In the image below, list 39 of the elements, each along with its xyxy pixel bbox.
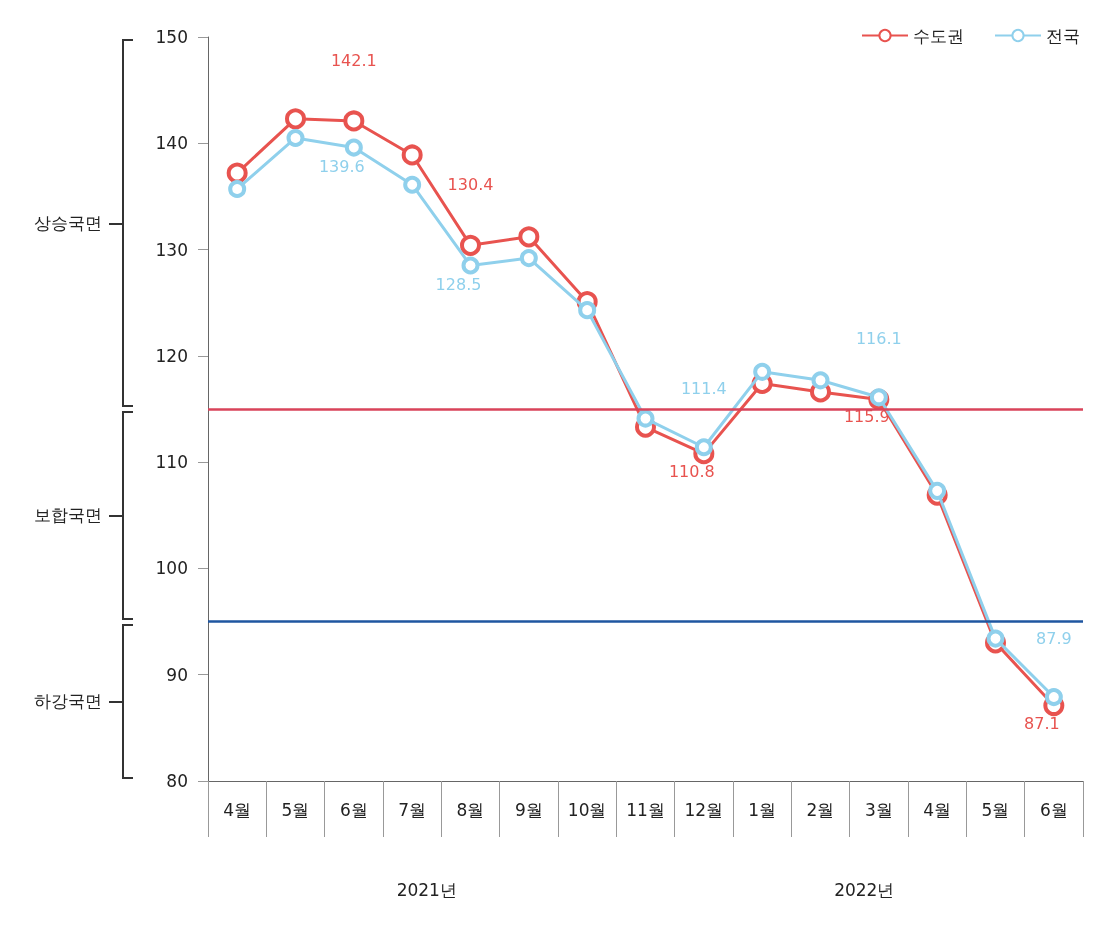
text: 2021년 xyxy=(396,880,457,900)
y-tick-label: 90 xyxy=(166,664,188,685)
y-tick-label: 80 xyxy=(166,771,188,791)
data-label: 130.4 xyxy=(447,175,494,195)
legend-label: 수도권 xyxy=(913,25,964,46)
x-tick-label: 10월 xyxy=(567,799,607,820)
data-label: 87.9 xyxy=(1036,628,1072,648)
y-tick-label: 150 xyxy=(155,27,188,47)
y-tick-label: 100 xyxy=(155,558,188,579)
data-label: 128.5 xyxy=(435,275,482,295)
text: 상승국면 xyxy=(34,212,102,234)
x-tick-label: 1월 xyxy=(748,799,777,820)
x-tick-label: 6월 xyxy=(1039,799,1068,820)
data-label: 111.4 xyxy=(680,378,727,398)
data-label: 139.6 xyxy=(318,157,365,177)
data-label: 110.8 xyxy=(668,461,715,481)
y-tick-label: 120 xyxy=(155,345,188,366)
x-tick-label: 5월 xyxy=(981,799,1010,820)
x-tick-label: 4월 xyxy=(223,799,252,820)
x-tick-label: 5월 xyxy=(281,799,310,820)
y-tick-label: 110 xyxy=(155,452,188,473)
x-tick-label: 2월 xyxy=(806,799,835,820)
x-tick-label: 11월 xyxy=(626,799,665,820)
text: 하강국면 xyxy=(34,690,102,713)
x-tick-label: 8월 xyxy=(456,799,485,820)
text: 2022년 xyxy=(834,880,895,900)
y-tick-label: 130 xyxy=(155,239,188,260)
legend-label: 전국 xyxy=(1046,25,1080,46)
x-tick-label: 7월 xyxy=(398,799,427,820)
x-tick-label: 12월 xyxy=(684,799,724,820)
data-label: 116.1 xyxy=(855,328,902,348)
text: 보합국면 xyxy=(34,504,102,527)
data-label: 142.1 xyxy=(330,50,377,70)
x-tick-label: 3월 xyxy=(864,799,893,820)
data-label: 87.1 xyxy=(1024,713,1060,733)
y-tick-label: 140 xyxy=(155,133,188,154)
x-tick-label: 9월 xyxy=(514,799,543,820)
x-tick-label: 6월 xyxy=(339,799,368,820)
x-tick-label: 4월 xyxy=(923,799,952,820)
